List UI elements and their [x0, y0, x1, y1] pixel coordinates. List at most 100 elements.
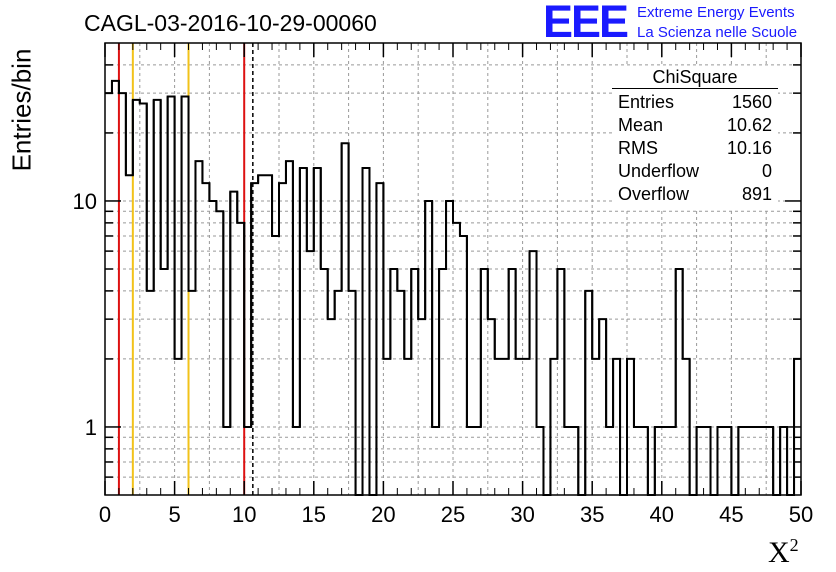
histogram-bin: [662, 427, 669, 495]
histogram-bin: [669, 427, 676, 495]
chart-title: CAGL-03-2016-10-29-00060: [84, 10, 377, 36]
histogram-bin: [202, 183, 209, 495]
x-tick-label: 10: [232, 502, 256, 527]
histogram-bin: [154, 100, 161, 495]
histogram-bin: [244, 427, 251, 495]
logo-mark: EEE: [543, 0, 629, 47]
histogram-bin: [126, 175, 133, 495]
histogram-bin: [342, 143, 349, 495]
histogram-bin: [717, 427, 724, 495]
x-axis-label-superscript: 2: [789, 535, 799, 555]
x-tick-label: 5: [168, 502, 180, 527]
histogram-bin: [168, 96, 175, 495]
stats-value: 10.16: [726, 138, 772, 158]
histogram-bin: [189, 291, 196, 495]
histogram-bin: [404, 359, 411, 495]
histogram-bin: [738, 427, 745, 495]
stats-label: RMS: [618, 138, 658, 158]
histogram-bin: [752, 427, 759, 495]
histogram-bin: [683, 359, 690, 495]
x-tick-label: 0: [99, 502, 111, 527]
histogram-bin: [557, 269, 564, 495]
x-axis-label: X2: [768, 535, 799, 570]
histogram-bin: [314, 168, 321, 495]
histogram-bin: [147, 291, 154, 495]
histogram-bin: [286, 161, 293, 495]
histogram-bin: [397, 291, 404, 495]
x-tick-label: 25: [441, 502, 465, 527]
stats-value: 0: [761, 161, 772, 181]
histogram-bin: [272, 236, 279, 495]
stats-value: 10.62: [726, 115, 772, 135]
histogram-bin: [564, 427, 571, 495]
histogram-bin: [112, 81, 119, 495]
histogram-bin: [523, 359, 530, 495]
histogram-bin: [140, 103, 147, 495]
histogram-bin: [161, 269, 168, 495]
histogram-bin: [780, 427, 787, 495]
stats-row-mean: Mean 10.62: [612, 114, 778, 137]
histogram-bin: [390, 269, 397, 495]
histogram-bin: [321, 269, 328, 495]
histogram-bin: [411, 269, 418, 495]
y-tick-label: 10: [73, 189, 97, 214]
x-tick-label: 20: [371, 502, 395, 527]
histogram-bin: [550, 359, 557, 495]
histogram-bin: [230, 192, 237, 495]
histogram-bin: [495, 359, 502, 495]
histogram-bin: [307, 251, 314, 495]
stats-label: Overflow: [618, 184, 690, 204]
x-tick-label: 45: [719, 502, 743, 527]
stats-title: ChiSquare: [612, 66, 778, 89]
x-tick-label: 35: [580, 502, 604, 527]
stats-row-entries: Entries 1560: [612, 91, 778, 114]
histogram-bin: [328, 319, 335, 495]
histogram-bin: [759, 427, 766, 495]
stats-row-overflow: Overflow 891: [612, 183, 778, 206]
histogram-bin: [432, 427, 439, 495]
histogram-bin: [363, 168, 370, 495]
histogram-bin: [585, 291, 592, 495]
histogram-bin: [641, 427, 648, 495]
histogram-bin: [745, 427, 752, 495]
logo-line-1: Extreme Energy Events: [637, 4, 795, 21]
logo-line-2: La Scienza nelle Scuole: [637, 24, 798, 41]
x-tick-label: 50: [789, 502, 813, 527]
histogram-bin: [509, 269, 516, 495]
histogram-bin: [195, 161, 202, 495]
histogram-bin: [481, 269, 488, 495]
histogram-bin: [251, 183, 258, 495]
y-tick-label: 1: [85, 415, 97, 440]
histogram-bin: [606, 427, 613, 495]
histogram-bin: [676, 269, 683, 495]
histogram-bin: [446, 201, 453, 495]
histogram-bin: [335, 291, 342, 495]
histogram-bin: [349, 291, 356, 495]
histogram-bin: [223, 427, 230, 495]
histogram-bin: [537, 427, 544, 495]
histogram-bin: [704, 427, 711, 495]
histogram-bin: [453, 223, 460, 495]
histogram-bin: [697, 427, 704, 495]
histogram-bin: [571, 427, 578, 495]
x-tick-label: 30: [510, 502, 534, 527]
stats-value: 1560: [731, 92, 772, 112]
histogram-bin: [119, 93, 126, 495]
histogram-bin: [655, 427, 662, 495]
histogram-bin: [425, 201, 432, 495]
histogram-bin: [300, 168, 307, 495]
histogram-bin: [599, 319, 606, 495]
x-tick-label: 15: [302, 502, 326, 527]
histogram-bin: [530, 251, 537, 495]
histogram-bin: [592, 359, 599, 495]
histogram-bin: [724, 427, 731, 495]
histogram-bin: [766, 427, 773, 495]
histogram-bin: [175, 359, 182, 495]
histogram-bin: [634, 427, 641, 495]
stats-label: Entries: [618, 92, 675, 112]
histogram-bin: [467, 427, 474, 495]
histogram-bin: [265, 175, 272, 495]
y-axis-label: Entries/bin: [6, 48, 37, 172]
histogram-bin: [105, 93, 112, 495]
